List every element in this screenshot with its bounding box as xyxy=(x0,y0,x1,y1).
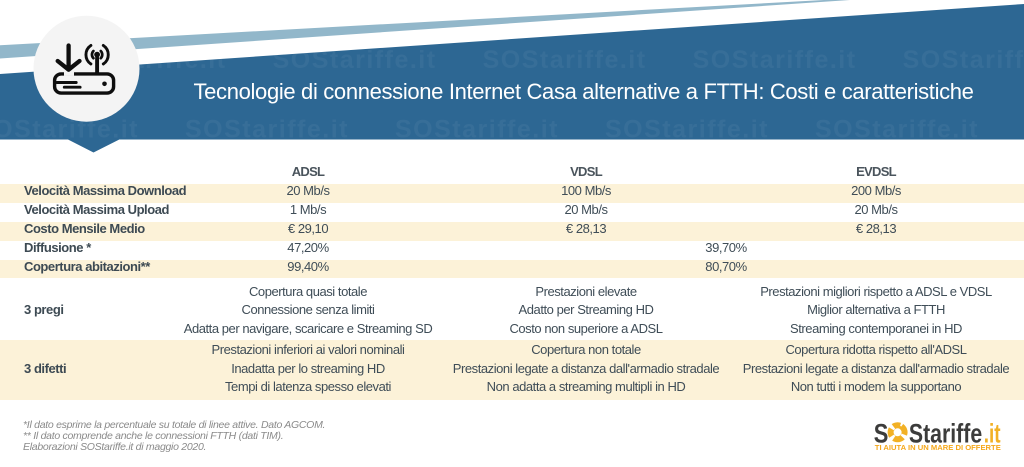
svg-text:SOStariffe.it: SOStariffe.it xyxy=(693,46,857,74)
svg-text:SOStariffe.it: SOStariffe.it xyxy=(273,46,437,74)
svg-text:SOStariffe.it: SOStariffe.it xyxy=(903,46,1024,74)
svg-text:SOStariffe.it: SOStariffe.it xyxy=(605,116,769,144)
svg-text:SOStariffe.it: SOStariffe.it xyxy=(815,116,979,144)
svg-text:SOStariffe.it: SOStariffe.it xyxy=(0,116,139,144)
svg-text:SOStariffe.it: SOStariffe.it xyxy=(483,46,647,74)
svg-text:S: S xyxy=(874,419,889,449)
svg-text:Stariffe: Stariffe xyxy=(909,419,982,449)
svg-text:TI AIUTA IN UN MARE DI OFFERTE: TI AIUTA IN UN MARE DI OFFERTE xyxy=(875,445,1001,452)
svg-text:.it: .it xyxy=(984,419,1001,449)
svg-text:SOStariffe.it: SOStariffe.it xyxy=(395,116,559,144)
svg-text:SOStariffe.it: SOStariffe.it xyxy=(185,116,349,144)
